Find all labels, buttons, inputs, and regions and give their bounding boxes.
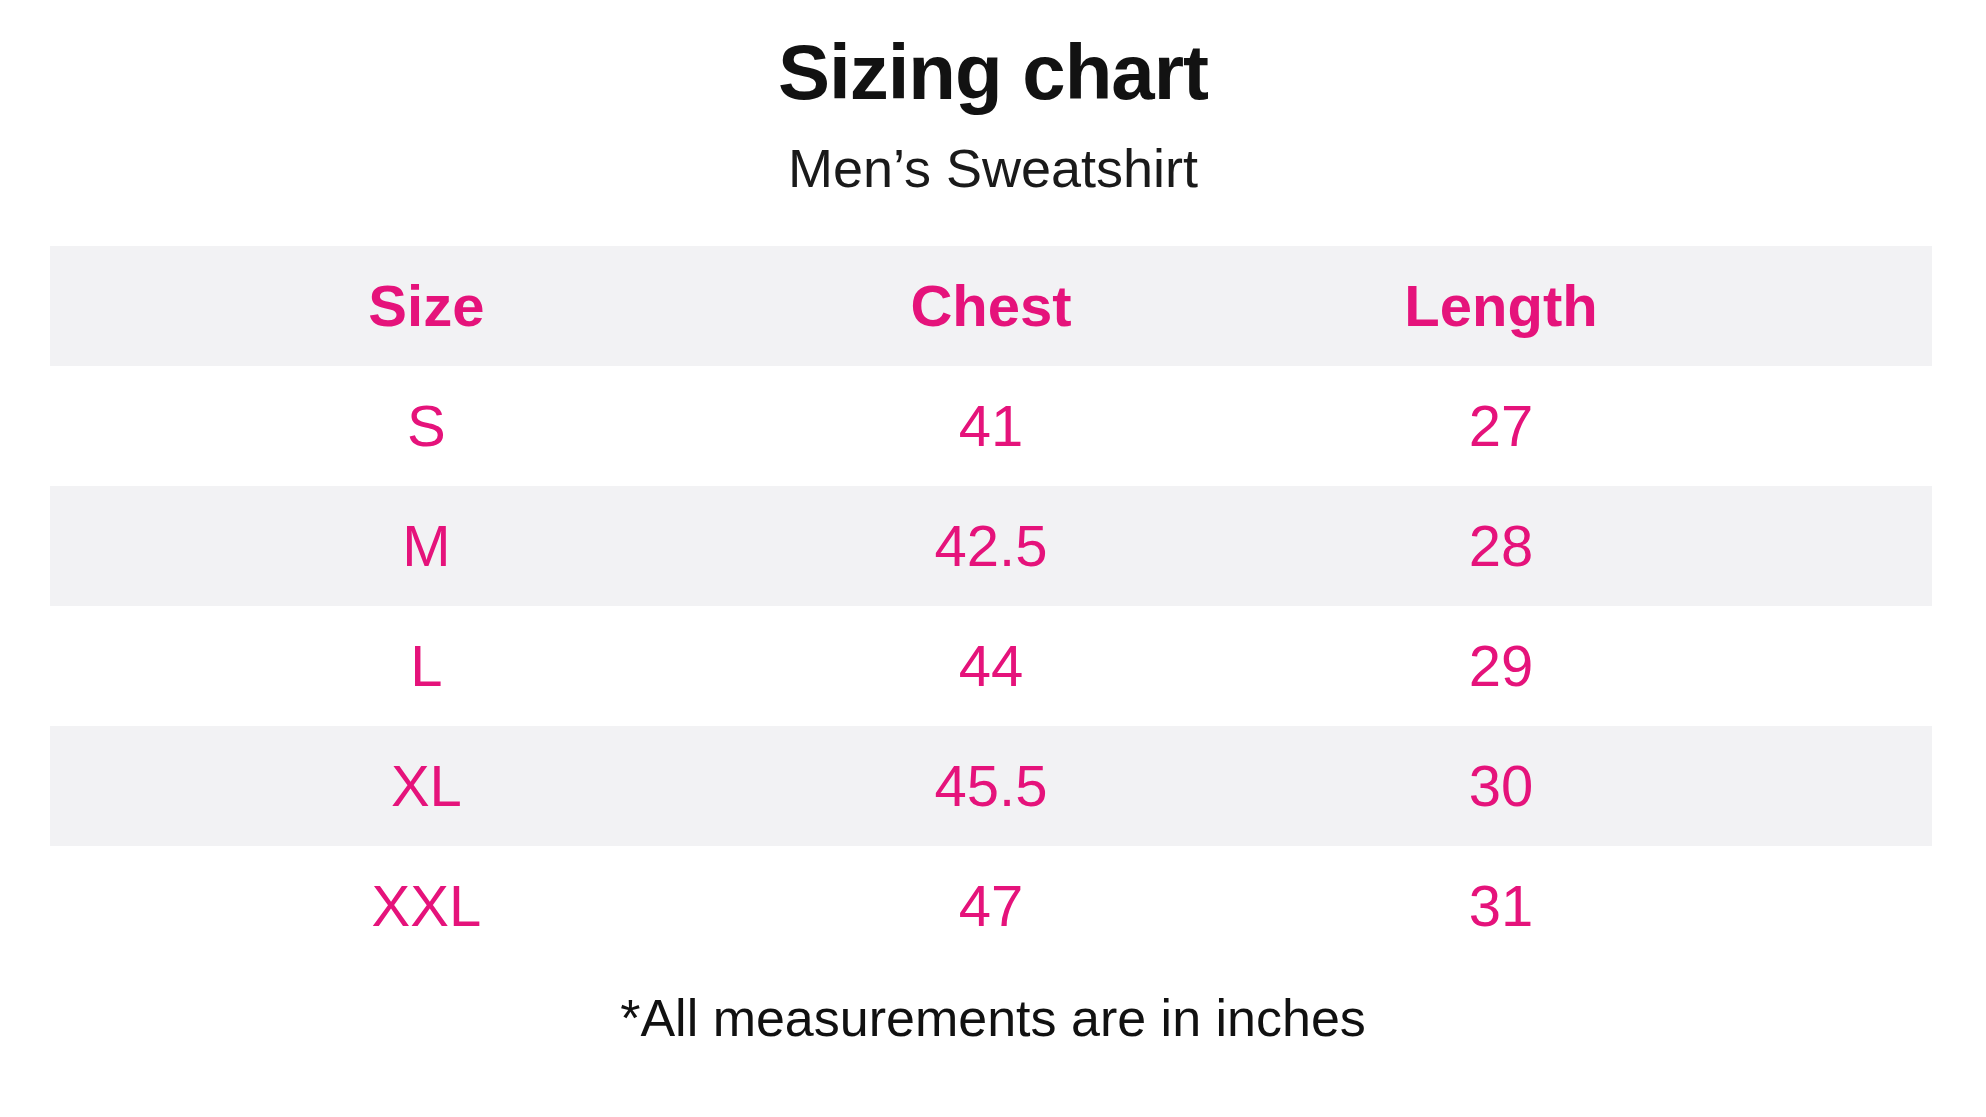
length-cell: 30 bbox=[1179, 757, 1823, 815]
size-cell: XXL bbox=[50, 877, 803, 935]
length-cell: 29 bbox=[1179, 637, 1823, 695]
length-cell: 28 bbox=[1179, 517, 1823, 575]
table-row-s: S 41 27 bbox=[50, 366, 1932, 486]
table-header-row: Size Chest Length bbox=[50, 246, 1932, 366]
size-cell: XL bbox=[50, 757, 803, 815]
chest-cell: 45.5 bbox=[803, 757, 1179, 815]
chest-cell: 44 bbox=[803, 637, 1179, 695]
size-cell: S bbox=[50, 397, 803, 455]
table-row-xxl: XXL 47 31 bbox=[50, 846, 1932, 966]
size-cell: L bbox=[50, 637, 803, 695]
column-header-chest: Chest bbox=[803, 277, 1179, 335]
column-header-length: Length bbox=[1179, 277, 1823, 335]
length-cell: 27 bbox=[1179, 397, 1823, 455]
table-row-xl: XL 45.5 30 bbox=[50, 726, 1932, 846]
table-row-m: M 42.5 28 bbox=[50, 486, 1932, 606]
chest-cell: 47 bbox=[803, 877, 1179, 935]
page-title: Sizing chart bbox=[0, 32, 1986, 114]
length-cell: 31 bbox=[1179, 877, 1823, 935]
chest-cell: 41 bbox=[803, 397, 1179, 455]
size-cell: M bbox=[50, 517, 803, 575]
page-subtitle: Men’s Sweatshirt bbox=[0, 140, 1986, 197]
sizing-chart-page: Sizing chart Men’s Sweatshirt Size Chest… bbox=[0, 0, 1986, 1117]
sizing-table: Size Chest Length S 41 27 M 42.5 28 L 44… bbox=[50, 246, 1932, 966]
column-header-size: Size bbox=[50, 277, 803, 335]
table-row-l: L 44 29 bbox=[50, 606, 1932, 726]
chest-cell: 42.5 bbox=[803, 517, 1179, 575]
measurements-footnote: *All measurements are in inches bbox=[0, 990, 1986, 1047]
